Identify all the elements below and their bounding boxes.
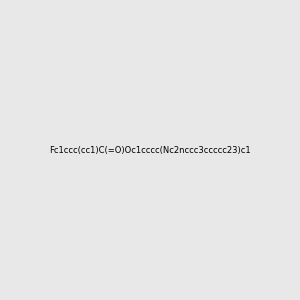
Text: Fc1ccc(cc1)C(=O)Oc1cccc(Nc2nccc3ccccc23)c1: Fc1ccc(cc1)C(=O)Oc1cccc(Nc2nccc3ccccc23)… (49, 146, 251, 154)
